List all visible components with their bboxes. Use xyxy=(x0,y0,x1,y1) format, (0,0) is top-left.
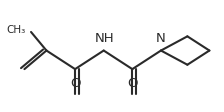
Text: NH: NH xyxy=(95,32,115,45)
Text: CH₃: CH₃ xyxy=(6,25,26,35)
Text: O: O xyxy=(127,77,138,90)
Text: N: N xyxy=(156,32,166,45)
Text: O: O xyxy=(70,77,80,90)
